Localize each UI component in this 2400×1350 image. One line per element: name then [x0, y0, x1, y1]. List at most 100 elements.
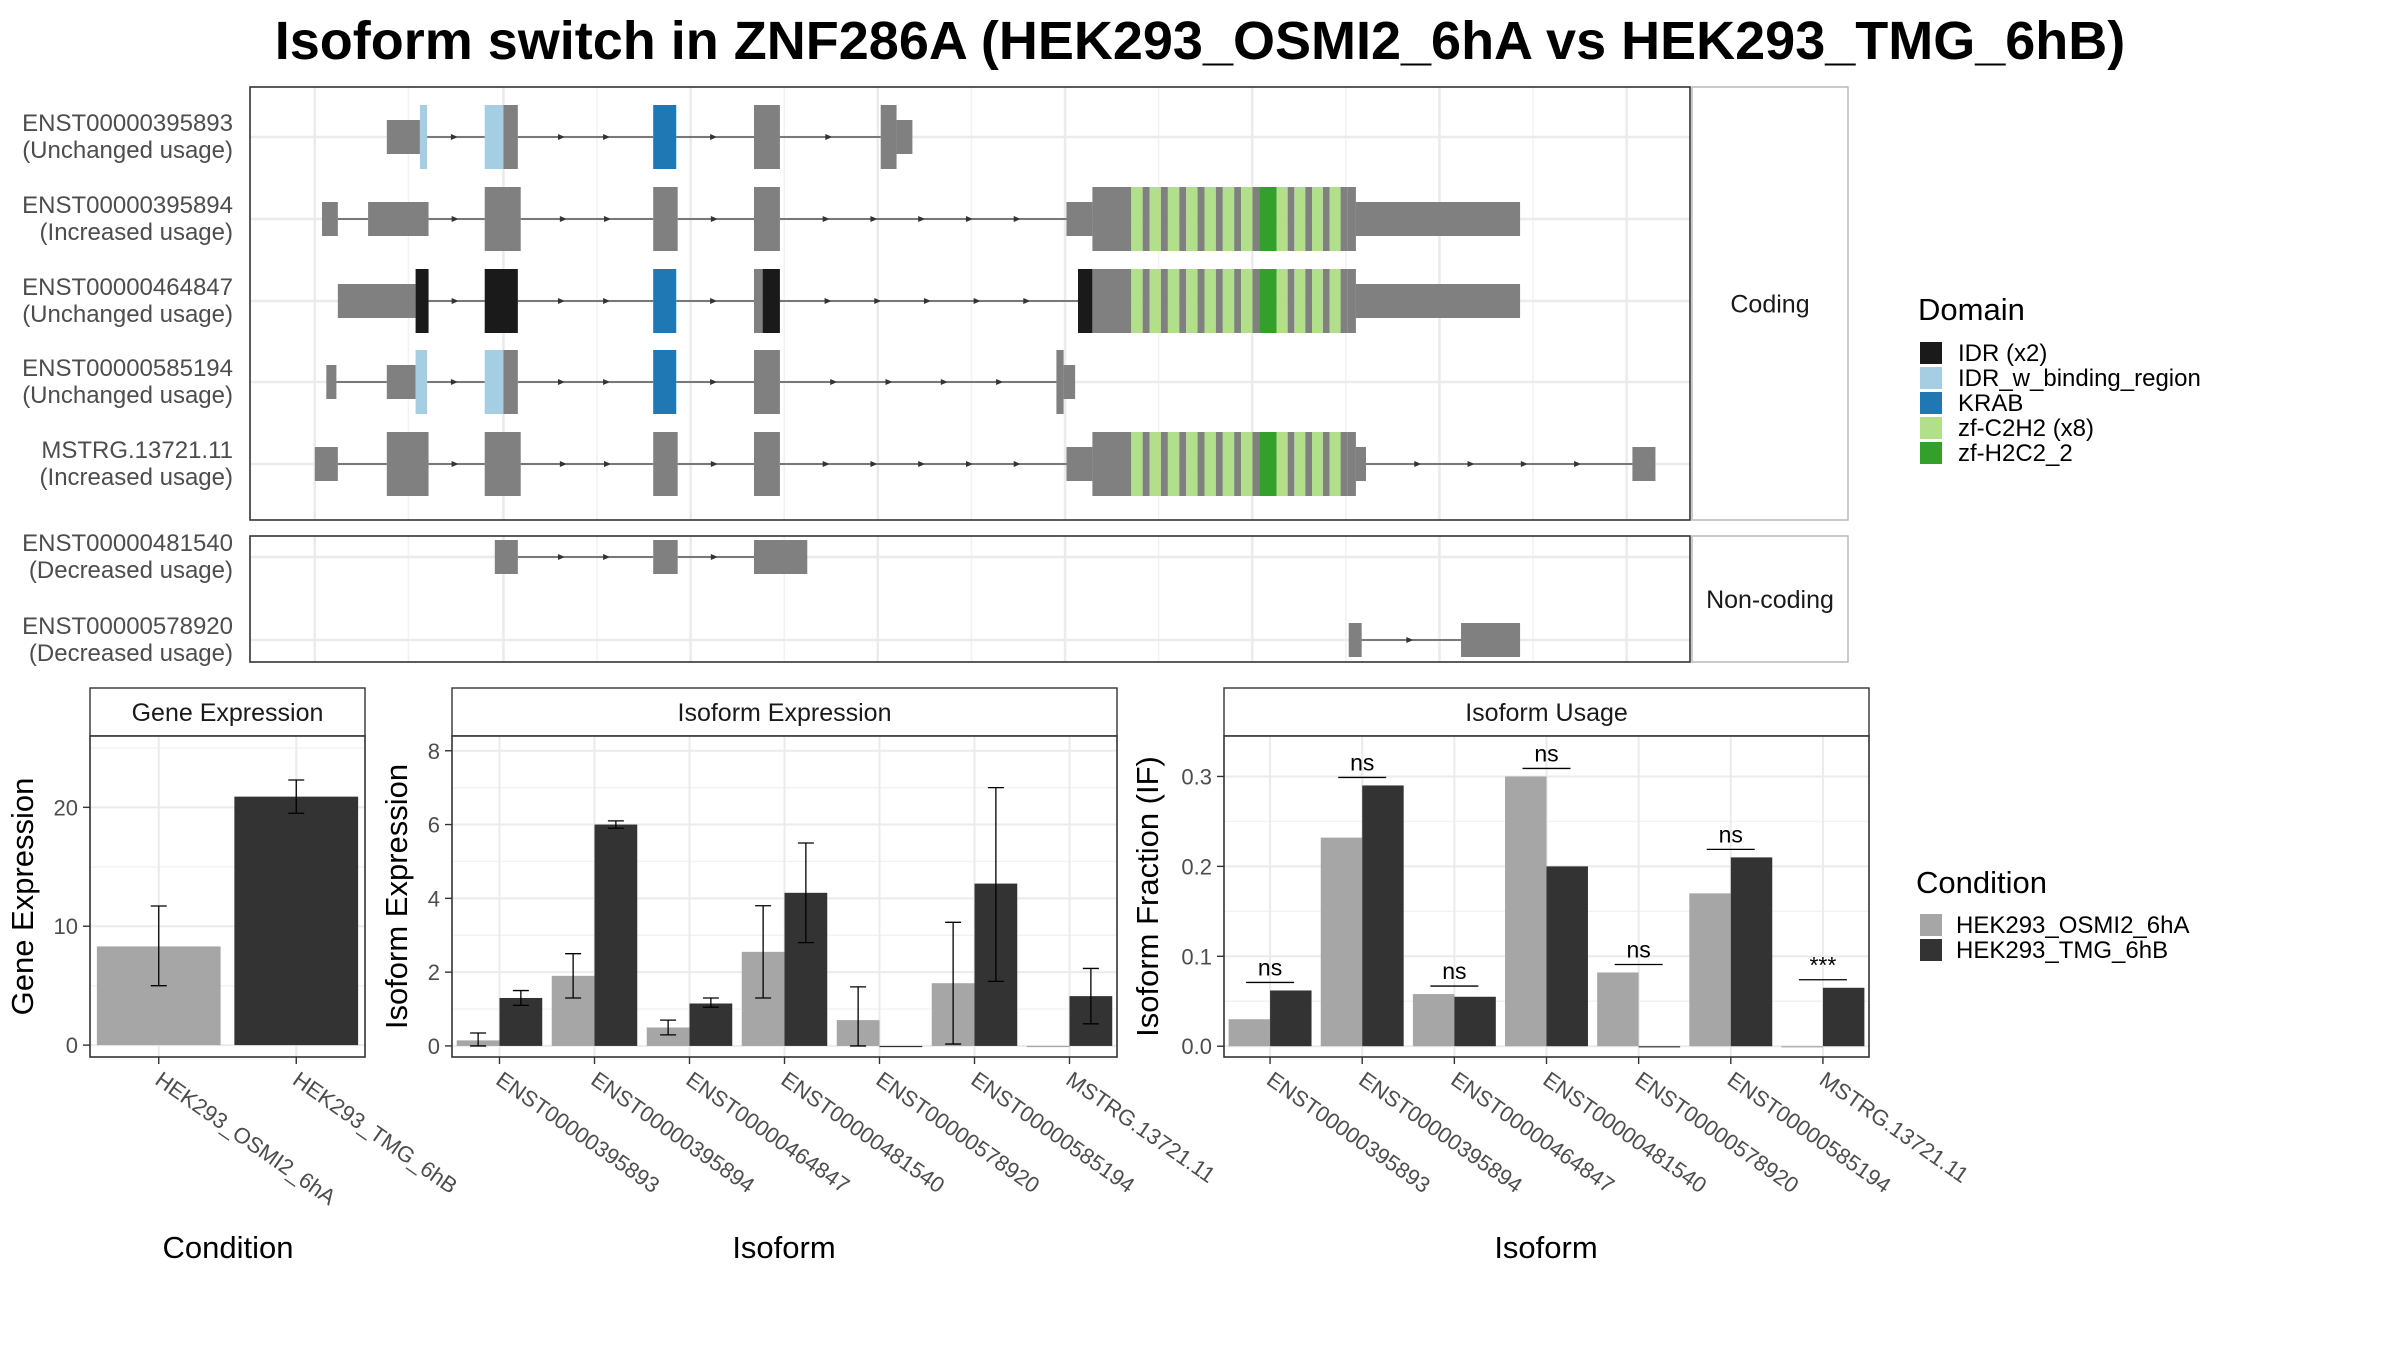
bar [1730, 857, 1773, 1047]
zf-c2h2-domain [1329, 269, 1341, 333]
exon [1142, 187, 1150, 251]
exon [1056, 350, 1064, 414]
exon [1197, 432, 1205, 496]
bar [1270, 990, 1312, 1047]
legend-swatch [1920, 914, 1942, 936]
exon [386, 365, 416, 399]
exon [386, 432, 429, 496]
exon [1234, 187, 1242, 251]
facet-strip-label: Non-coding [1706, 586, 1834, 614]
chart-title: Isoform Expression [678, 699, 892, 727]
intron-arrow [918, 216, 926, 222]
transcript-id-label: ENST00000395893 [22, 110, 233, 137]
exon [1179, 187, 1187, 251]
transcript-usage-label: (Increased usage) [40, 219, 233, 246]
exon [337, 284, 416, 318]
exon [1092, 269, 1132, 333]
intron-arrow [450, 134, 458, 140]
legend-label: IDR_w_binding_region [1958, 365, 2201, 392]
KRAB-domain [653, 269, 677, 333]
x-tick-label: ENST00000464847 [682, 1067, 855, 1198]
zf-c2h2-domain [1204, 269, 1216, 333]
exon [1234, 269, 1242, 333]
IDR_w_binding_region-domain [484, 105, 504, 169]
isoform-usage-chart: Isoform Usage 0.0 0.1 0.2 0.3 ns ENST000003958… [1130, 687, 1973, 1265]
legend-title: Domain [1918, 292, 2025, 327]
exon [322, 202, 338, 236]
exon [1066, 447, 1093, 481]
exon [1197, 187, 1205, 251]
intron-arrow [822, 216, 830, 222]
zf-c2h2-domain [1241, 432, 1253, 496]
exon [754, 269, 763, 333]
exon [896, 120, 913, 154]
intron-arrow [710, 298, 718, 304]
KRAB-domain [653, 350, 677, 414]
bar [1597, 972, 1639, 1047]
exon [754, 540, 808, 574]
intron-arrow [1520, 461, 1528, 467]
exon [1160, 432, 1168, 496]
legend-swatch [1920, 442, 1942, 464]
zf-c2h2-domain [1222, 187, 1235, 251]
x-tick-label: ENST00000578920 [872, 1067, 1045, 1198]
significance-label: *** [1809, 952, 1836, 978]
exon [484, 432, 521, 496]
legend-label: zf-H2C2_2 [1958, 440, 2073, 467]
y-tick-label: 10 [54, 914, 78, 939]
bar [1454, 996, 1496, 1047]
y-tick-label: 0.3 [1181, 764, 1212, 789]
bar [689, 1003, 733, 1046]
KRAB-domain [653, 105, 677, 169]
significance-label: ns [1626, 936, 1650, 962]
intron-arrow [559, 461, 567, 467]
exon [1215, 432, 1223, 496]
x-tick-label: ENST00000395893 [1262, 1067, 1435, 1198]
exon [1252, 187, 1260, 251]
exon [1066, 202, 1093, 236]
y-tick-label: 4 [428, 886, 440, 911]
x-tick-label: ENST00000395894 [1354, 1067, 1527, 1198]
zf-c2h2-domain [1276, 269, 1288, 333]
transcript-usage-label: (Increased usage) [40, 464, 233, 491]
structure-panel-border [249, 535, 1691, 663]
exon [1340, 187, 1348, 251]
x-tick-label: ENST00000481540 [1539, 1067, 1712, 1198]
transcript-id-label: ENST00000464847 [22, 274, 233, 301]
facet-strip [1691, 86, 1849, 521]
bar [1228, 1019, 1271, 1047]
exon [1287, 269, 1295, 333]
intron-arrow [1574, 461, 1582, 467]
legend-label: HEK293_OSMI2_6hA [1956, 912, 2189, 939]
intron-arrow [965, 216, 973, 222]
y-tick-label: 2 [428, 960, 440, 985]
exon [1160, 187, 1168, 251]
legend-label: zf-C2H2 (x8) [1958, 415, 2094, 442]
transcript-usage-label: (Decreased usage) [29, 557, 233, 584]
exon [653, 432, 678, 496]
IDR_w_binding_region-domain [415, 350, 428, 414]
zf-c2h2-domain [1167, 432, 1180, 496]
figure-title: Isoform switch in ZNF286A (HEK293_OSMI2_… [275, 11, 2126, 71]
exon [1347, 432, 1356, 496]
exon [386, 120, 420, 154]
zf-c2h2-domain [1294, 269, 1306, 333]
intron-arrow [710, 379, 718, 385]
exon [880, 105, 897, 169]
chart-title: Isoform Usage [1465, 699, 1628, 727]
significance-label: ns [1442, 958, 1466, 984]
exon [1340, 432, 1348, 496]
zf-c2h2-domain [1312, 269, 1323, 333]
intron-arrow [996, 379, 1004, 385]
exon [1252, 269, 1260, 333]
intron-arrow [451, 461, 459, 467]
significance-label: ns [1719, 821, 1743, 847]
y-tick-label: 20 [54, 795, 78, 820]
exon [326, 365, 337, 399]
plot-border [451, 735, 1118, 1058]
intron-arrow [870, 461, 878, 467]
bar [1546, 866, 1588, 1047]
x-tick-label: ENST00000585194 [967, 1067, 1140, 1198]
exon [1305, 269, 1312, 333]
